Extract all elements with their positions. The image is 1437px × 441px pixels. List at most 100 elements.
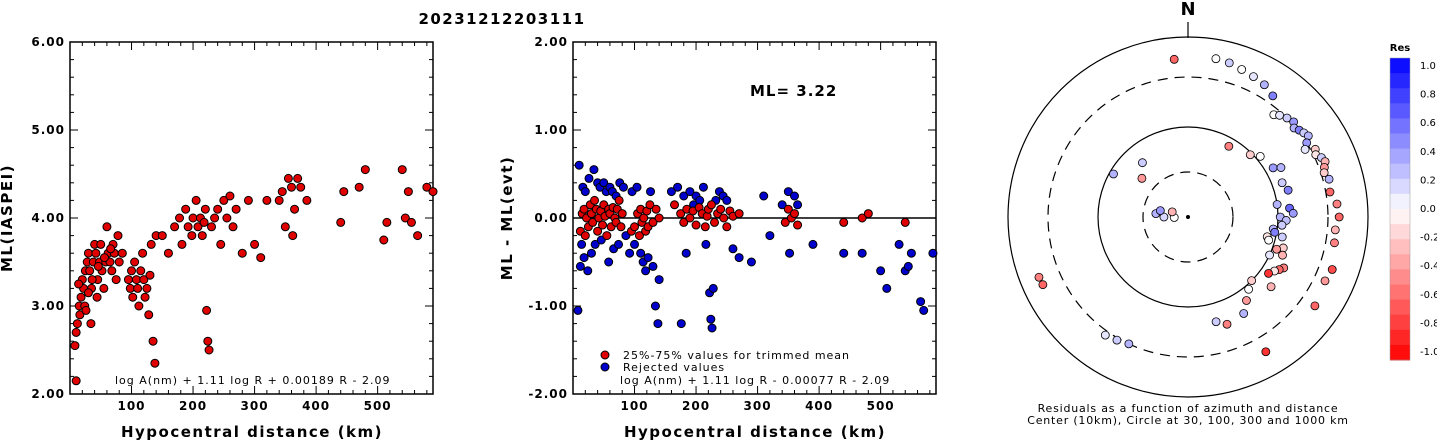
polar-data-point	[1038, 280, 1048, 290]
middle-data-point	[789, 191, 799, 201]
left-data-point	[222, 213, 232, 223]
colorbar-tick-label: 0.0	[1420, 204, 1436, 215]
left-data-point	[280, 222, 290, 232]
middle-x-tick-label: 400	[805, 399, 833, 413]
left-data-point	[428, 187, 438, 197]
colorbar-segment	[1390, 193, 1410, 210]
middle-data-point	[716, 204, 726, 214]
polar-data-point	[1259, 80, 1269, 90]
colorbar-segment	[1390, 148, 1410, 165]
legend-used-label: 25%-75% values for trimmed mean	[623, 349, 850, 362]
left-data-point	[76, 292, 86, 302]
polar-data-points	[1034, 54, 1344, 357]
left-data-point	[290, 204, 300, 214]
left-data-point	[140, 292, 150, 302]
middle-data-point	[590, 195, 600, 205]
left-data-point	[237, 248, 247, 258]
middle-x-tick-label: 500	[867, 399, 895, 413]
left-data-point	[202, 305, 212, 315]
polar-data-point	[1211, 317, 1221, 327]
left-data-point	[125, 283, 135, 293]
middle-data-point	[793, 200, 803, 210]
middle-y-tick-label: 0.00	[534, 211, 568, 225]
middle-data-point	[857, 213, 867, 223]
left-data-point	[91, 248, 101, 258]
colorbar-tick-label: 0.2	[1420, 175, 1436, 186]
middle-data-point	[839, 248, 849, 258]
polar-data-point	[1319, 168, 1329, 178]
left-data-point	[133, 283, 143, 293]
left-data-point	[157, 231, 167, 241]
polar-data-point	[1224, 141, 1234, 151]
left-data-point	[99, 283, 109, 293]
residual-colorbar	[1389, 57, 1411, 361]
left-data-point	[302, 195, 312, 205]
middle-data-point	[580, 187, 590, 197]
left-plot-frame	[69, 41, 434, 395]
middle-data-point	[650, 301, 660, 311]
left-data-point	[204, 345, 214, 355]
middle-x-tick-label: 300	[744, 399, 772, 413]
middle-data-point	[625, 248, 635, 258]
left-data-point	[191, 195, 201, 205]
left-y-tick-label: 3.00	[31, 299, 65, 313]
left-data-point	[354, 182, 364, 192]
left-data-point	[256, 253, 266, 263]
middle-data-point	[759, 191, 769, 201]
left-data-point	[163, 248, 173, 258]
middle-data-point	[700, 222, 710, 232]
middle-data-point	[708, 283, 718, 293]
left-data-point	[170, 222, 180, 232]
middle-data-point	[783, 187, 793, 197]
colorbar-segment	[1390, 254, 1410, 270]
left-data-point	[243, 195, 253, 205]
left-data-point	[114, 257, 124, 267]
left-data-point	[70, 341, 80, 351]
middle-data-point	[681, 248, 691, 258]
left-data-point	[286, 182, 296, 192]
middle-data-point	[590, 239, 600, 249]
polar-data-point	[1237, 65, 1247, 74]
polar-data-point	[1167, 207, 1177, 217]
polar-data-point	[1320, 276, 1330, 286]
middle-data-point	[673, 182, 683, 192]
middle-data-point	[580, 231, 590, 241]
polar-caption-line2: Center (10km), Circle at 30, 100, 300 an…	[1027, 414, 1349, 427]
left-x-axis: 100 200 300 400 500	[69, 42, 428, 413]
colorbar-segment	[1390, 314, 1410, 331]
left-data-point	[422, 182, 432, 192]
polar-data-point	[1277, 220, 1287, 230]
polar-data-point	[1275, 110, 1284, 120]
polar-data-point	[1155, 206, 1165, 216]
colorbar-tick-label: 0.6	[1420, 118, 1436, 129]
left-panel: 2.00 3.00 4.00 5.00 6.00 100 200 300 400 500 ML(…	[0, 35, 438, 441]
middle-data-point	[793, 220, 803, 230]
left-data-point	[144, 310, 154, 320]
left-y-tick-label: 2.00	[31, 387, 65, 401]
polar-data-point	[1112, 335, 1122, 345]
middle-data-point	[691, 220, 701, 230]
left-x-tick-label: 300	[241, 399, 269, 413]
left-data-point	[193, 222, 203, 232]
middle-data-point	[728, 244, 738, 254]
colorbar-segment	[1390, 329, 1410, 346]
middle-data-point	[919, 305, 929, 315]
colorbar-segment	[1390, 163, 1410, 180]
colorbar-segment	[1390, 224, 1410, 240]
middle-data-point	[746, 257, 756, 267]
middle-data-point	[599, 178, 609, 188]
middle-data-point	[614, 195, 624, 205]
polar-data-point	[1124, 339, 1134, 349]
left-data-point	[83, 248, 93, 258]
polar-data-point	[1244, 284, 1254, 294]
polar-data-point	[1100, 330, 1110, 340]
left-data-point	[93, 261, 103, 271]
left-data-point	[250, 239, 260, 249]
colorbar-segment	[1390, 178, 1410, 195]
colorbar-frame	[1389, 57, 1411, 361]
left-data-point	[131, 275, 141, 285]
left-data-point	[216, 239, 226, 249]
polar-data-point	[1288, 208, 1298, 218]
left-y-tick-label: 6.00	[31, 35, 65, 49]
polar-data-point	[1034, 272, 1044, 282]
